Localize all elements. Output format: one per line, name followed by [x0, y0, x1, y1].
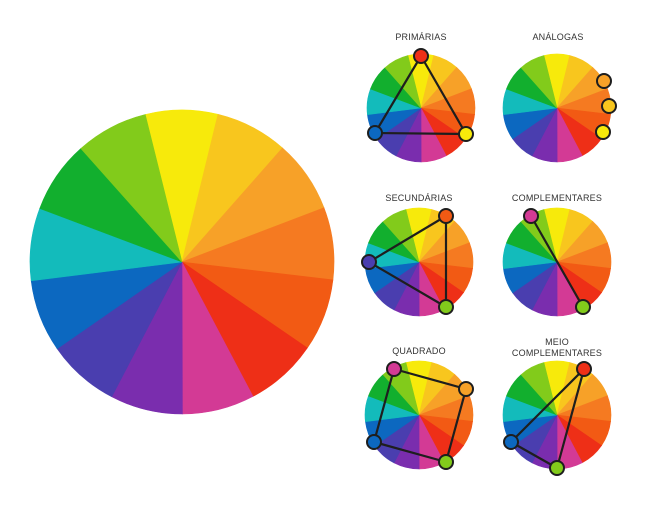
complementares-handle-1: [523, 208, 539, 224]
primarias-handle-2: [458, 126, 474, 142]
secundarias-handle-1: [438, 208, 454, 224]
label-meio-complementares-line2: COMPLEMENTARES: [511, 348, 603, 358]
meio-complementares-harmony-shape: [509, 367, 586, 470]
analogas-wheel: [502, 53, 612, 163]
analogas-handle-3: [595, 124, 611, 140]
label-meio-complementares-line1: MEIO: [545, 337, 569, 347]
primarias-handle-1: [413, 48, 429, 64]
label-secundarias: SECUNDÁRIAS: [385, 193, 453, 203]
secundarias-harmony-shape: [367, 214, 448, 309]
secundarias-handle-2: [438, 299, 454, 315]
complementares-handle-2: [575, 299, 591, 315]
primarias-segment-13: [384, 55, 422, 109]
meio-complementares-segment-13: [520, 362, 558, 416]
secundarias-segment-13: [382, 209, 420, 263]
main-segment-13: [80, 114, 183, 263]
analogas-segment-13: [520, 55, 558, 109]
quadrado-handle-3: [438, 454, 454, 470]
analogas-handle-1: [596, 73, 612, 89]
secundarias-wheel: [364, 207, 474, 317]
secundarias-handle-3: [361, 254, 377, 270]
analogas-handle-2: [601, 98, 617, 114]
main-wheel: [29, 109, 335, 415]
meio-complementares-wheel: [502, 360, 612, 470]
label-analogas: ANÁLOGAS: [532, 32, 584, 42]
meio-complementares-handle-2: [549, 460, 565, 476]
primarias-handle-3: [367, 125, 383, 141]
primarias-wheel: [366, 53, 476, 163]
quadrado-handle-4: [366, 434, 382, 450]
label-quadrado: QUADRADO: [392, 346, 446, 356]
complementares-wheel: [502, 207, 612, 317]
label-complementares: COMPLEMENTARES: [511, 193, 603, 203]
meio-complementares-handle-3: [503, 434, 519, 450]
primarias-harmony-shape: [373, 54, 468, 136]
meio-complementares-handle-1: [576, 361, 592, 377]
quadrado-handle-2: [458, 381, 474, 397]
complementares-harmony-line: [529, 214, 585, 309]
label-primarias: PRIMÁRIAS: [395, 32, 447, 42]
quadrado-handle-1: [386, 361, 402, 377]
